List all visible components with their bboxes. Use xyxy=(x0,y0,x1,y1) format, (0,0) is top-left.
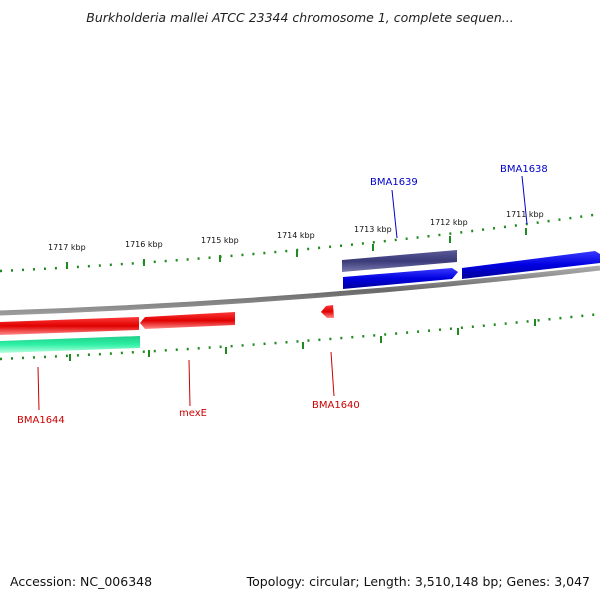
outer-tick-ruler xyxy=(0,212,600,273)
cog-feature-plus[interactable] xyxy=(342,250,457,272)
leader-line-mexe xyxy=(188,359,191,407)
major-tick xyxy=(380,336,382,343)
major-tick xyxy=(225,347,227,354)
kbp-label: 1717 kbp xyxy=(48,243,86,252)
gene-label-bma1644[interactable]: BMA1644 xyxy=(17,415,65,426)
leader-line-bma1640 xyxy=(330,351,335,397)
kbp-label: 1713 kbp xyxy=(354,225,392,234)
cds-mexe[interactable] xyxy=(140,312,235,329)
major-tick xyxy=(143,259,145,266)
cds-bma1640[interactable] xyxy=(321,305,334,318)
cds-bma1638[interactable] xyxy=(462,251,600,279)
major-tick xyxy=(457,328,459,335)
map-title: Burkholderia mallei ATCC 23344 chromosom… xyxy=(86,10,514,25)
gene-label-bma1639[interactable]: BMA1639 xyxy=(370,177,418,188)
major-tick xyxy=(66,262,68,269)
inner-tick-ruler xyxy=(0,312,600,361)
kbp-labels: 1717 kbp 1716 kbp 1715 kbp 1714 kbp 1713… xyxy=(48,210,544,252)
major-tick xyxy=(69,354,71,361)
major-tick xyxy=(219,255,221,262)
cds-bma1639[interactable] xyxy=(343,268,458,289)
sequence-backbone xyxy=(0,265,600,316)
topology-summary: Topology: circular; Length: 3,510,148 bp… xyxy=(246,574,590,589)
major-tick xyxy=(302,342,304,349)
kbp-label: 1715 kbp xyxy=(201,236,239,245)
gene-label-bma1638[interactable]: BMA1638 xyxy=(500,164,548,175)
cds-bma1644[interactable] xyxy=(0,317,139,335)
kbp-label: 1712 kbp xyxy=(430,218,468,227)
gene-label-bma1640[interactable]: BMA1640 xyxy=(312,400,360,411)
kbp-label: 1714 kbp xyxy=(277,231,315,240)
accession-text: Accession: NC_006348 xyxy=(10,574,153,589)
major-tick xyxy=(148,350,150,357)
major-tick xyxy=(449,236,451,243)
leader-line-bma1639 xyxy=(391,189,398,239)
major-tick xyxy=(534,319,536,326)
gene-label-mexe[interactable]: mexE xyxy=(179,408,207,419)
leader-line-bma1644 xyxy=(37,366,40,411)
leader-line-bma1638 xyxy=(521,175,528,225)
major-tick xyxy=(525,228,527,235)
major-tick xyxy=(372,244,374,251)
major-tick xyxy=(296,250,298,257)
kbp-label: 1711 kbp xyxy=(506,210,544,219)
kbp-label: 1716 kbp xyxy=(125,240,163,249)
cog-feature-minus[interactable] xyxy=(0,336,140,353)
